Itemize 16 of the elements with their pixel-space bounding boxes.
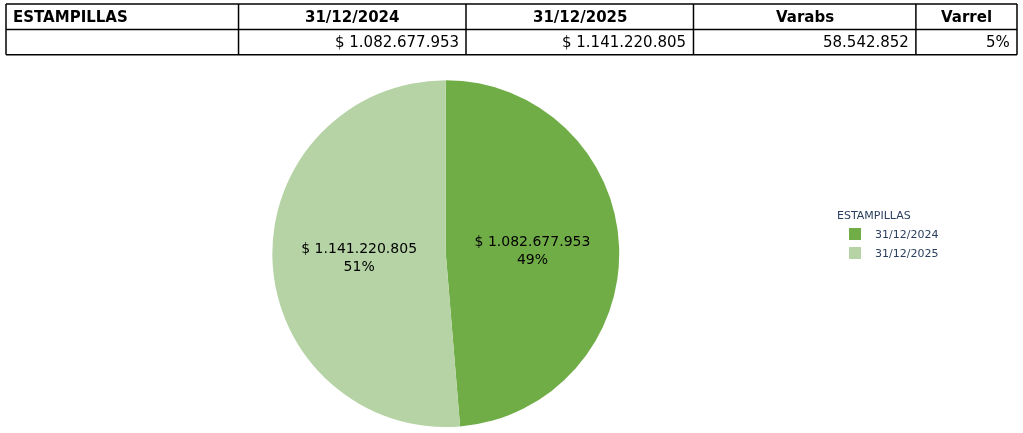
pie-slice (445, 80, 620, 427)
text: 31/12/2025 (533, 8, 628, 26)
data-label: $ 1.141.220.805 51% (301, 240, 418, 275)
legend-label: 31/12/2024 (875, 228, 939, 242)
text: 5% (986, 33, 1010, 51)
text: $ 1.082.677.953 (335, 33, 460, 51)
pie-slice (272, 80, 461, 427)
text: Varrel (941, 8, 993, 26)
text: $ 1.141.220.805 (562, 33, 687, 51)
legend-label: 31/12/2025 (875, 247, 939, 261)
text: 31/12/2024 (305, 8, 400, 26)
text: 58.542.852 (823, 33, 909, 51)
legend-title: ESTAMPILLAS (837, 209, 911, 223)
text: ESTAMPILLAS (13, 8, 128, 26)
text: Varabs (776, 8, 835, 26)
data-label: $ 1.082.677.953 49% (474, 232, 591, 268)
